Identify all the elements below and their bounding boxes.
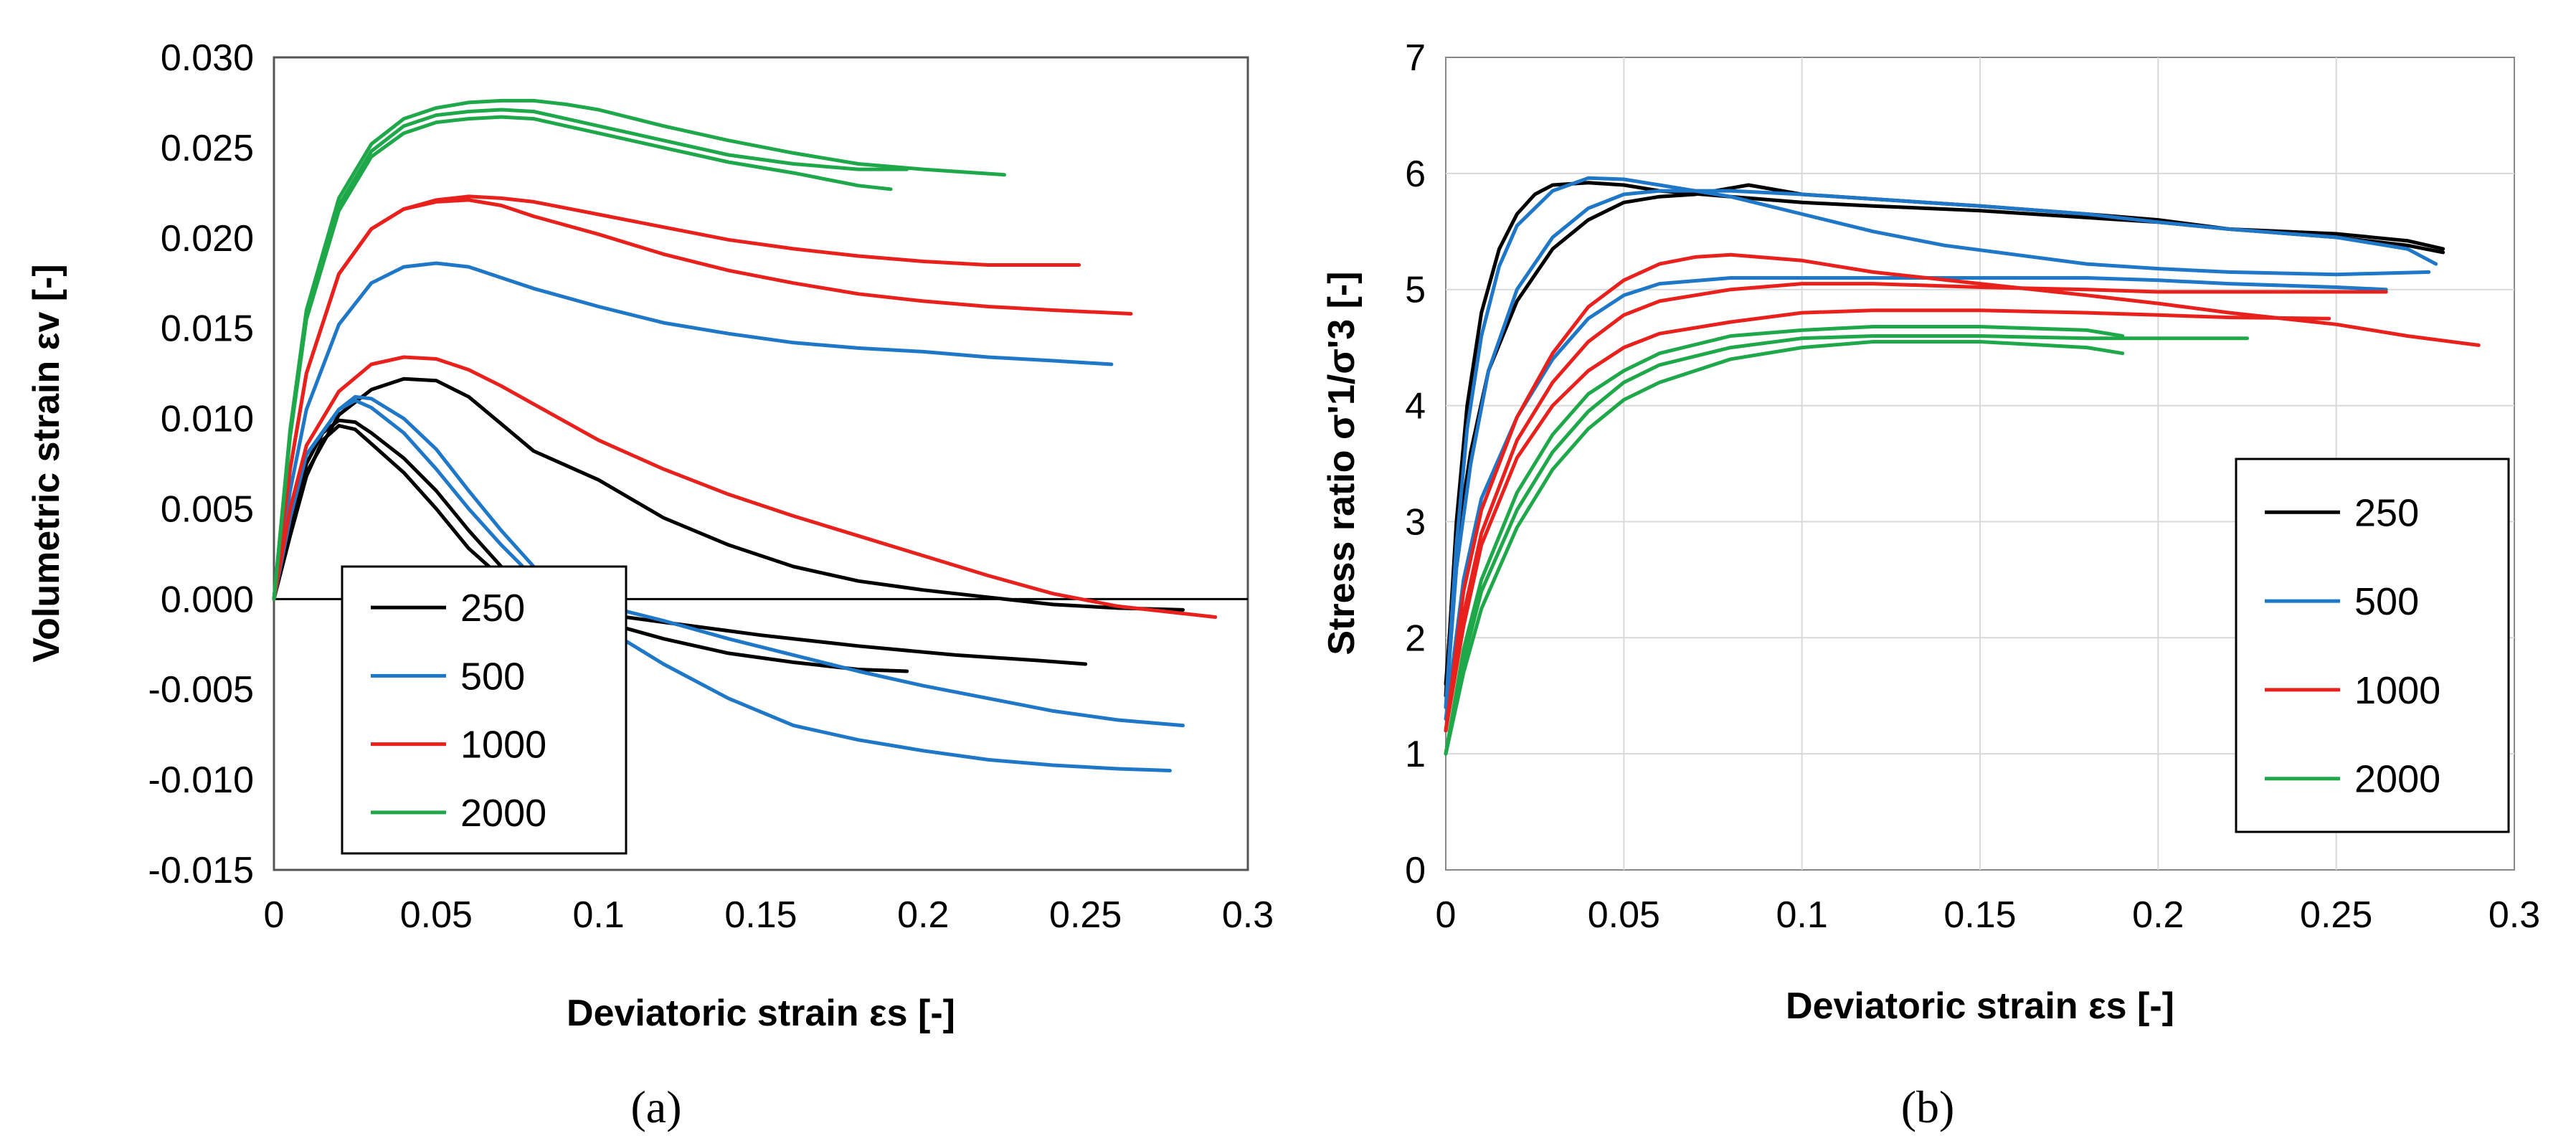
- x-tick-label: 0.15: [1943, 894, 2016, 936]
- legend-label-500: 500: [2354, 580, 2419, 623]
- legend-label-2000: 2000: [460, 792, 546, 835]
- x-tick-label: 0.15: [724, 894, 797, 936]
- legend-box: [341, 565, 628, 855]
- y-tick-label: -0.005: [148, 669, 254, 711]
- series-line-1000: [1444, 308, 2331, 733]
- x-tick-label: 0.1: [1776, 894, 1828, 936]
- legend-a: 250 500 1000 2000: [341, 565, 628, 855]
- series-line-2000: [1444, 334, 2249, 756]
- x-tick-label: 0.1: [573, 894, 625, 936]
- x-tick-label: 0.3: [2489, 894, 2540, 936]
- y-tick-label: 2: [1405, 617, 1426, 659]
- y-axis-title-a: Volumetric strain εv [-]: [26, 264, 67, 662]
- series-line-1000: [272, 194, 1081, 601]
- y-tick-label: 0.010: [161, 399, 254, 440]
- y-tick-label: 5: [1405, 270, 1426, 311]
- y-tick-label: -0.010: [148, 759, 254, 801]
- x-tick-label: 0: [264, 894, 285, 936]
- series-line-2000: [272, 98, 1006, 601]
- x-axis-title-b: Deviatoric strain εs [-]: [1786, 985, 2174, 1027]
- series-group-b: [1444, 176, 2481, 756]
- x-tick-label: 0.05: [400, 894, 473, 936]
- legend-label-250: 250: [2354, 491, 2419, 534]
- x-tick-labels-a: 0 0.05 0.1 0.15 0.2 0.25 0.3: [264, 894, 1274, 936]
- legend-label-250: 250: [460, 587, 525, 630]
- y-tick-label: 7: [1405, 37, 1426, 79]
- legend-b: 250 500 1000 2000: [2235, 458, 2510, 833]
- x-axis-title-a: Deviatoric strain εs [-]: [567, 993, 955, 1034]
- x-tick-labels-b: 0 0.05 0.1 0.15 0.2 0.25 0.3: [1436, 894, 2541, 936]
- y-tick-label: 6: [1405, 153, 1426, 195]
- y-tick-label: 0.030: [161, 37, 254, 79]
- series-line-1000: [272, 355, 1218, 619]
- y-tick-label: 3: [1405, 501, 1426, 543]
- legend-label-2000: 2000: [2354, 758, 2440, 801]
- x-tick-label: 0.3: [1222, 894, 1274, 936]
- y-tick-label: 1: [1405, 734, 1426, 775]
- y-axis-title-b: Stress ratio σ'1/σ'3 [-]: [1321, 271, 1363, 655]
- x-tick-label: 0.25: [1049, 894, 1122, 936]
- chart-panel-b: 0 0.05 0.1 0.15 0.2 0.25 0.3 0 1 2 3 4 5 6 7 Deviator…: [1321, 37, 2540, 1132]
- x-tick-label: 0.25: [2300, 894, 2372, 936]
- chart-panel-a: 0 0.05 0.1 0.15 0.2 0.25 0.3 -0.015 -0.010 -0.00…: [26, 37, 1274, 1132]
- y-tick-label: 0.025: [161, 128, 254, 169]
- y-tick-label: 4: [1405, 386, 1426, 427]
- y-tick-label: 0.015: [161, 308, 254, 350]
- series-line-500: [1444, 189, 2438, 709]
- series-line-2000: [1444, 325, 2125, 756]
- series-line-500: [272, 261, 1114, 601]
- y-tick-labels-b: 0 1 2 3 4 5 6 7: [1405, 37, 1426, 891]
- series-line-1000: [1444, 252, 2481, 733]
- x-tick-label: 0.2: [2132, 894, 2184, 936]
- x-tick-label: 0.2: [897, 894, 949, 936]
- y-tick-label: 0.020: [161, 218, 254, 260]
- x-tick-label: 0: [1436, 894, 1457, 936]
- series-line-2000: [1444, 340, 2125, 756]
- y-tick-label: -0.015: [148, 850, 254, 891]
- legend-label-1000: 1000: [460, 724, 546, 767]
- y-tick-label: 0: [1405, 850, 1426, 891]
- panel-label-a: (a): [630, 1081, 681, 1132]
- legend-box: [2235, 458, 2510, 833]
- y-tick-label: 0.000: [161, 579, 254, 620]
- x-tick-label: 0.05: [1588, 894, 1660, 936]
- panel-label-b: (b): [1901, 1081, 1955, 1132]
- legend-label-500: 500: [460, 655, 525, 698]
- y-tick-label: 0.005: [161, 488, 254, 530]
- series-line-1000: [1444, 282, 2388, 733]
- series-line-250: [272, 377, 1185, 612]
- legend-label-1000: 1000: [2354, 669, 2440, 712]
- y-tick-labels-a: -0.015 -0.010 -0.005 0.000 0.005 0.010 0.015 0.…: [148, 37, 254, 891]
